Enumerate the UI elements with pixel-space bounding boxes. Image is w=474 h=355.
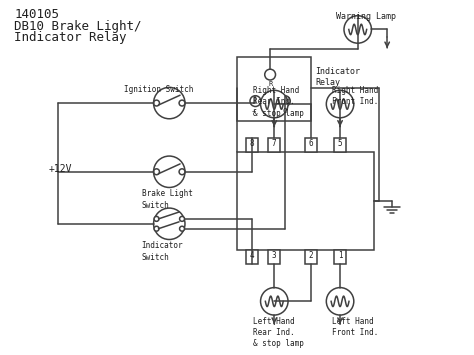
Text: Brake Light
Switch: Brake Light Switch	[142, 190, 192, 209]
Circle shape	[180, 226, 184, 231]
Bar	[268, 250, 280, 264]
Bar	[237, 152, 374, 250]
Circle shape	[326, 288, 354, 315]
Text: 7: 7	[272, 140, 277, 148]
Circle shape	[154, 156, 185, 187]
Bar	[246, 250, 257, 264]
Bar	[246, 138, 257, 152]
Text: 3: 3	[272, 251, 277, 260]
Bar	[237, 57, 310, 121]
Text: Indicator Relay: Indicator Relay	[14, 31, 127, 44]
Text: +: +	[251, 108, 255, 114]
Text: 140105: 140105	[14, 8, 59, 21]
Circle shape	[154, 208, 185, 240]
Bar	[334, 138, 346, 152]
Text: Right Hand
Front Ind.: Right Hand Front Ind.	[332, 86, 378, 106]
Text: 4: 4	[249, 251, 254, 260]
Text: Right Hand
Rear Ind.
& stop lamp: Right Hand Rear Ind. & stop lamp	[253, 86, 303, 118]
Text: +12V: +12V	[48, 164, 72, 174]
Circle shape	[179, 100, 185, 106]
Text: 5: 5	[338, 140, 342, 148]
Text: DB10 Brake Light/: DB10 Brake Light/	[14, 20, 142, 33]
Text: 8: 8	[249, 140, 254, 148]
Bar	[305, 250, 317, 264]
Text: Warning Lamp: Warning Lamp	[336, 12, 396, 21]
Text: Indicator
Relay: Indicator Relay	[316, 67, 361, 87]
Circle shape	[250, 96, 261, 106]
Circle shape	[344, 16, 372, 43]
Circle shape	[264, 69, 275, 80]
Text: 6: 6	[308, 140, 313, 148]
Circle shape	[154, 87, 185, 119]
Circle shape	[154, 226, 159, 231]
Circle shape	[326, 90, 354, 118]
Circle shape	[154, 217, 159, 221]
Text: C: C	[283, 108, 287, 114]
Circle shape	[261, 90, 288, 118]
Circle shape	[261, 288, 288, 315]
Text: Indicator
Switch: Indicator Switch	[142, 241, 183, 262]
Circle shape	[179, 169, 185, 175]
Text: Left Hand
Rear Ind.
& stop lamp: Left Hand Rear Ind. & stop lamp	[253, 317, 303, 348]
Text: 1: 1	[338, 251, 342, 260]
Text: Ignition Switch: Ignition Switch	[124, 86, 193, 94]
Text: R: R	[268, 81, 272, 87]
Bar	[334, 250, 346, 264]
Text: 2: 2	[308, 251, 313, 260]
Bar	[268, 138, 280, 152]
Circle shape	[180, 217, 184, 221]
Circle shape	[154, 169, 159, 175]
Circle shape	[280, 96, 290, 106]
Text: Left Hand
Front Ind.: Left Hand Front Ind.	[332, 317, 378, 337]
Bar	[305, 138, 317, 152]
Circle shape	[154, 100, 159, 106]
